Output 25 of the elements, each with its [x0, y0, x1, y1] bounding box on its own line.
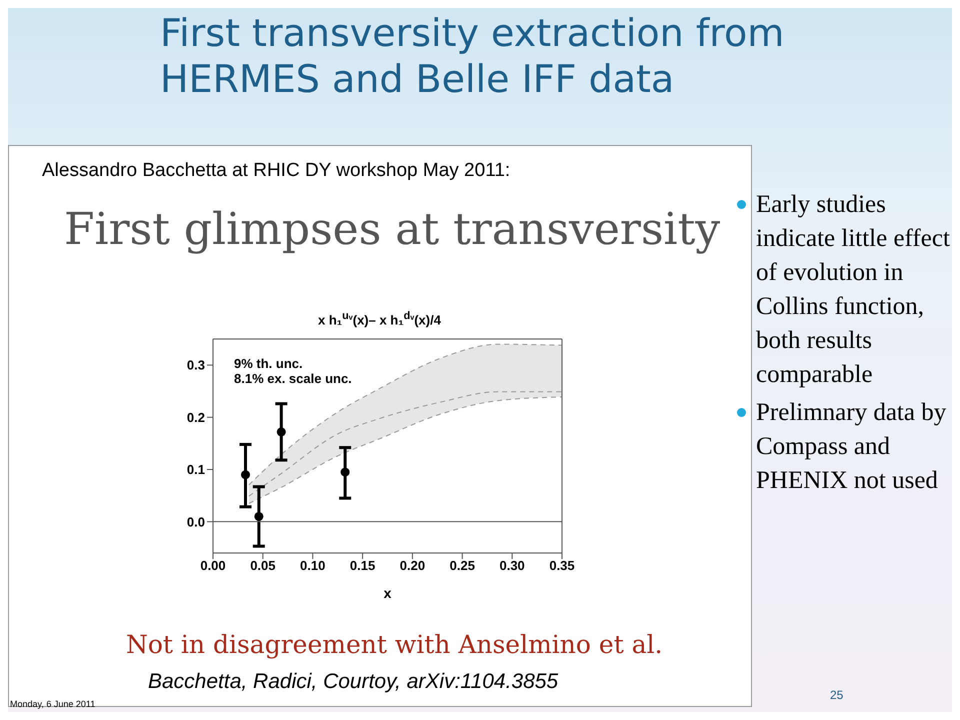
text: Early studies indicate little effect of evolution in Collins function, both results comparable [756, 191, 950, 388]
text: Alessandro Bacchetta at RHIC DY workshop May 2011: [42, 160, 510, 182]
annotation: 8.1% ex. scale unc. [234, 371, 352, 386]
y-tick-label: 0.3 [186, 358, 205, 373]
x-tick-label: 0.35 [549, 558, 575, 574]
x-tick-label: 0.30 [499, 558, 525, 574]
text: Monday, 6 June 2011 [10, 698, 96, 710]
text: Not in disagreement with Anselmino et al. [126, 630, 663, 659]
chart-subtitle: First glimpses at transversity [64, 204, 720, 255]
x-tick-label: 0.25 [450, 558, 475, 574]
text: 25 [830, 688, 844, 702]
y-tick-label: 0.1 [186, 462, 205, 478]
chart-title: First transversity extraction from HERMES and Belle IFF data [160, 10, 786, 102]
x-tick-label: 0.00 [200, 558, 226, 574]
x-tick-label: 0.10 [300, 558, 326, 574]
x-tick-label: 0.15 [350, 558, 376, 574]
y-tick-label: 0.0 [186, 514, 205, 530]
text: Prelimnary data by Compass and PHENIX not used [756, 399, 946, 494]
text: Bacchetta, Radici, Courtoy, arXiv:1104.3855 [148, 670, 558, 694]
x-tick-label: 0.20 [400, 558, 426, 574]
x-axis-title: x [384, 585, 392, 601]
text: x h₁$^{uᵥ}$(x)– x h₁$^{dᵥ}$(x)/4 [318, 310, 441, 328]
x-tick-label: 0.05 [250, 558, 276, 574]
annotation: 9% th. unc. [234, 356, 304, 371]
y-tick-label: 0.2 [186, 410, 205, 425]
